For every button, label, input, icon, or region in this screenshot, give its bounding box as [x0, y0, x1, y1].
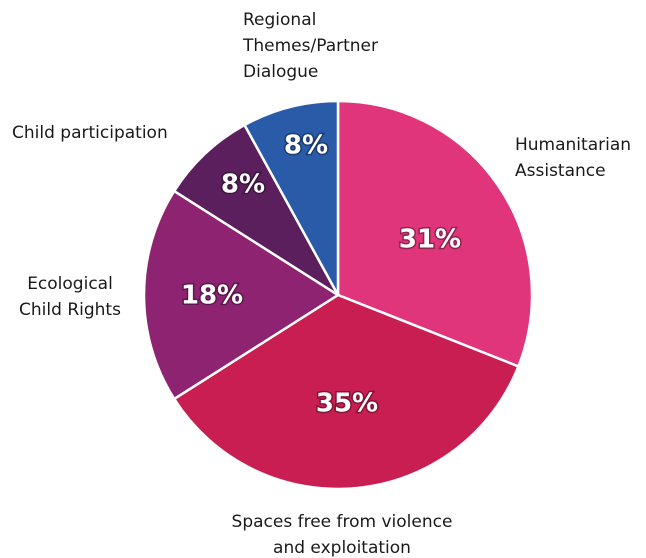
category-label: Regional Themes/Partner Dialogue: [242, 10, 378, 82]
label-line: Themes/Partner: [242, 36, 378, 56]
label-line: Regional: [243, 10, 316, 30]
category-label: Child participation: [12, 123, 168, 143]
value-label: 18%: [181, 281, 243, 311]
category-label: Humanitarian Assistance: [515, 135, 631, 181]
pie-slice: [242, 99, 340, 296]
label-line: and exploitation: [273, 538, 411, 558]
category-label: Ecological Child Rights: [19, 274, 121, 320]
pie-slice: [172, 123, 340, 297]
value-label: 31%: [399, 225, 461, 255]
value-label: 8%: [221, 170, 265, 200]
label-line: Dialogue: [243, 62, 318, 82]
label-line: Child Rights: [19, 300, 121, 320]
pie-slice: [336, 99, 534, 369]
label-line: Child participation: [12, 123, 168, 143]
label-line: Humanitarian: [515, 135, 631, 155]
value-label: 8%: [284, 131, 328, 161]
value-label: 35%: [316, 389, 378, 419]
label-line: Assistance: [515, 161, 606, 181]
label-line: Spaces free from violence: [232, 512, 453, 532]
pie-slice: [172, 293, 521, 491]
label-line: Ecological: [27, 274, 113, 294]
category-label: Spaces free from violence and exploitatio…: [232, 512, 453, 558]
pie-slice: [142, 189, 341, 401]
